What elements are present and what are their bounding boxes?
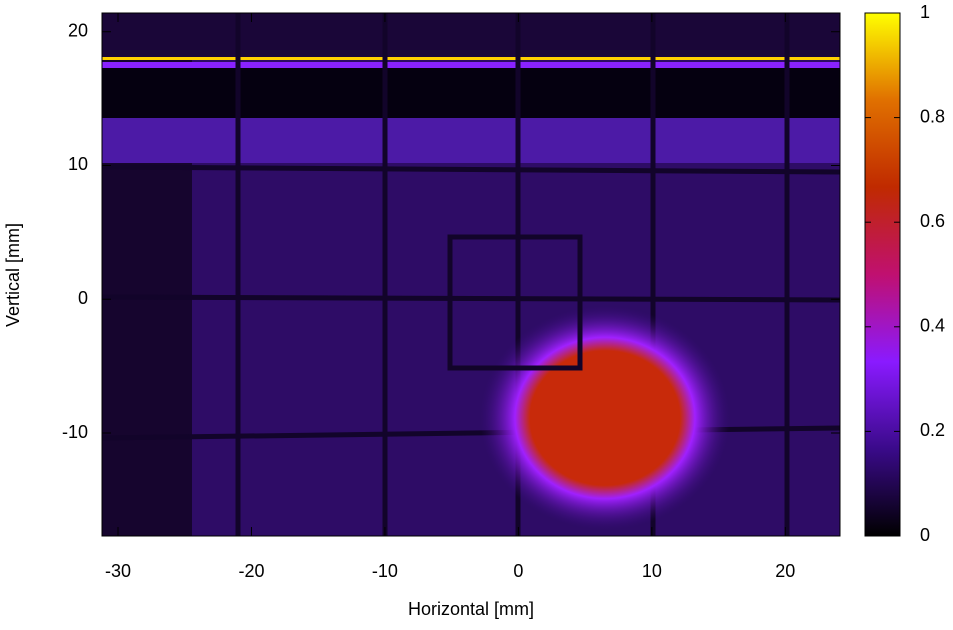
x-tick-label: -20 (238, 561, 264, 581)
heatmap (101, 13, 841, 536)
x-tick-label: -10 (372, 561, 398, 581)
x-tick-label: 20 (775, 561, 795, 581)
colorbar-tick-label: 0 (920, 525, 930, 545)
colorbar-tick-label: 1 (920, 2, 930, 22)
y-tick-label: 0 (78, 288, 88, 308)
x-axis-label: Horizontal [mm] (408, 599, 534, 619)
colorbar-tick-label: 0.6 (920, 211, 945, 231)
x-tick-label: 0 (513, 561, 523, 581)
x-tick-label: 10 (642, 561, 662, 581)
colorbar-tick-label: 0.2 (920, 420, 945, 440)
plot-frame (101, 12, 841, 537)
colorbar (864, 12, 901, 537)
colorbar-tick-label: 0.4 (920, 316, 945, 336)
y-tick-label: -10 (62, 422, 88, 442)
y-tick-label: 20 (68, 20, 88, 40)
x-tick-label: -30 (105, 561, 131, 581)
y-tick-label: 10 (68, 154, 88, 174)
y-axis-label: Vertical [mm] (3, 223, 23, 327)
colorbar-tick-label: 0.8 (920, 106, 945, 126)
